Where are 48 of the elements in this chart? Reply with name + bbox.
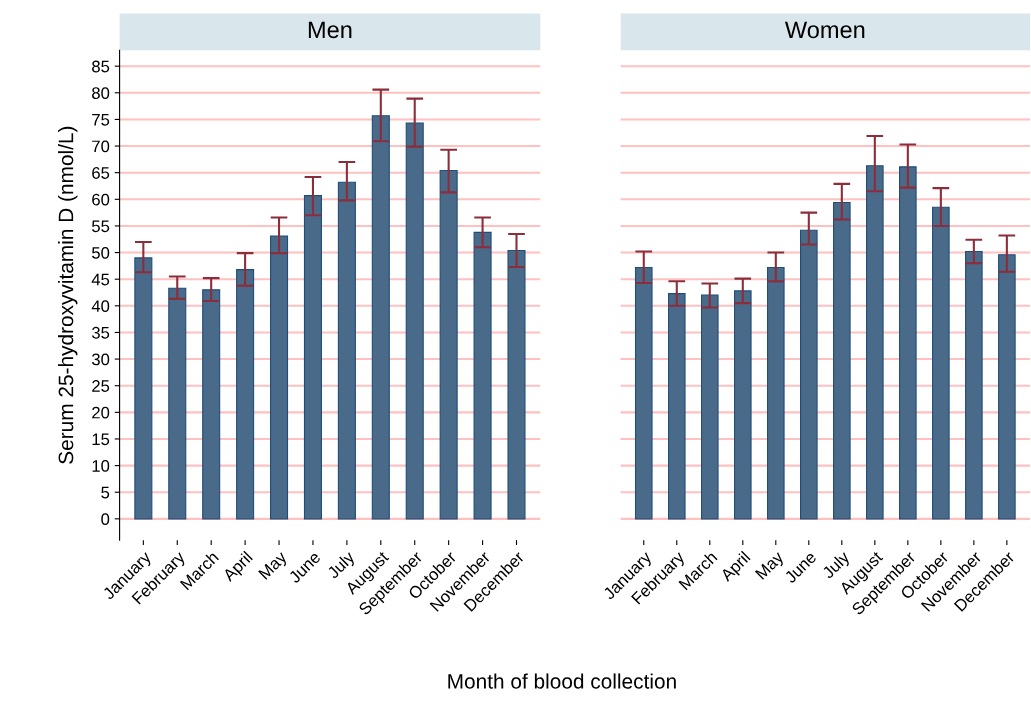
- bar: [168, 287, 187, 520]
- y-tick-label: 80: [92, 87, 110, 99]
- y-tick-label: 65: [92, 167, 110, 179]
- y-tick-label: 30: [91, 353, 110, 366]
- bar: [899, 166, 917, 520]
- y-tick-label: 70: [92, 140, 110, 153]
- bar: [634, 266, 653, 520]
- y-tick-label: 60: [92, 193, 110, 206]
- bar: [371, 115, 390, 520]
- bar: [202, 289, 221, 520]
- bar: [965, 250, 983, 520]
- chart-title: Men: [308, 21, 352, 39]
- bar: [507, 249, 526, 520]
- bar: [866, 165, 884, 520]
- x-axis-title: Month of blood collection: [448, 673, 676, 689]
- y-tick-label: 15: [92, 433, 110, 446]
- y-tick-label: 20: [92, 406, 110, 419]
- bar: [473, 231, 492, 520]
- bar: [236, 269, 255, 520]
- y-tick-label: 0: [101, 513, 110, 526]
- x-tick-label: May: [258, 550, 290, 583]
- bar: [405, 122, 424, 520]
- y-tick-label: 45: [91, 273, 110, 286]
- y-tick-label: 35: [91, 326, 110, 339]
- y-tick-label: 5: [101, 486, 110, 499]
- x-tick-label: May: [754, 550, 787, 583]
- bar: [134, 257, 153, 520]
- bar: [932, 206, 950, 520]
- y-tick-label: 75: [92, 114, 110, 126]
- bar: [998, 254, 1016, 520]
- y-tick-label: 25: [92, 380, 110, 392]
- bar: [439, 169, 458, 520]
- y-tick-label: 55: [92, 220, 110, 233]
- bar: [833, 201, 851, 520]
- bar: [733, 290, 752, 520]
- bar: [269, 235, 289, 520]
- bar: [303, 195, 322, 520]
- bar: [800, 229, 818, 520]
- y-axis-title: Serum 25-hydroxyvitamin D (nmol/L): [58, 126, 78, 464]
- y-tick-label: 50: [92, 246, 110, 259]
- bar: [337, 181, 356, 520]
- bar: [766, 266, 785, 520]
- bar: [667, 293, 686, 520]
- chart-title: Women: [784, 21, 865, 39]
- y-tick-label: 85: [92, 60, 110, 73]
- y-tick-label: 40: [91, 300, 110, 313]
- y-tick-label: 10: [92, 459, 110, 472]
- bar: [700, 294, 719, 520]
